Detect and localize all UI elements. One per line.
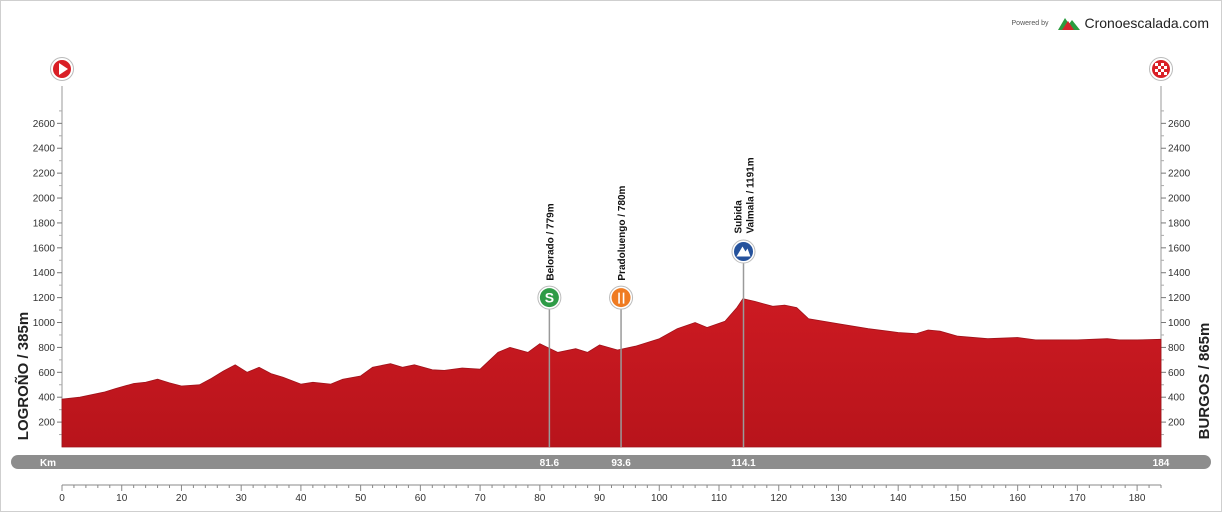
flag-square [1161,63,1164,66]
climb-label: Valmala / 1191m [745,157,756,233]
start-label: LOGROÑO / 385m [14,312,32,440]
mountain-glyph [736,246,751,257]
y-tick-label-left: 200 [38,418,55,429]
climb-label: Pradoluengo / 780m [617,185,628,280]
x-tick-label: 140 [890,493,907,504]
km-bar-end-label: 184 [1153,458,1170,469]
flag-square [1158,66,1161,69]
y-tick-label-right: 600 [1168,368,1185,379]
y-tick-label-left: 800 [38,343,55,354]
y-tick-label-right: 1200 [1168,293,1191,304]
y-tick-label-right: 2400 [1168,144,1191,155]
x-tick-label: 100 [651,493,668,504]
feed-zone-icon [611,288,631,308]
y-tick-label-left: 600 [38,368,55,379]
flag-square [1164,63,1167,66]
x-tick-label: 170 [1069,493,1086,504]
finish-icon-ring [1149,57,1173,81]
x-tick-label: 90 [594,493,606,504]
climb-label: Belorado / 779m [545,203,556,280]
y-tick-label-right: 400 [1168,393,1185,404]
y-tick-label-left: 400 [38,393,55,404]
play-icon [59,63,68,75]
y-tick-label-left: 1600 [33,243,56,254]
y-tick-label-right: 1000 [1168,318,1191,329]
km-bar [11,455,1211,469]
end-label: BURGOS / 865m [1196,323,1213,440]
flag-square [1161,69,1164,72]
y-tick-label-right: 1800 [1168,218,1191,229]
brand: Powered by Cronoescalada.com [1012,15,1209,31]
x-tick-label: 60 [415,493,427,504]
x-tick-label: 40 [295,493,307,504]
x-tick-label: 80 [534,493,546,504]
flag-square [1155,69,1158,72]
mountain-logo-icon [1058,18,1081,30]
flag-square [1155,66,1158,69]
y-tick-label-left: 1000 [33,318,56,329]
x-tick-label: 30 [236,493,248,504]
y-tick-label-right: 1600 [1168,243,1191,254]
sprint-icon [539,288,559,308]
flag-square [1155,63,1158,66]
y-tick-label-left: 1800 [33,218,56,229]
y-tick-label-right: 800 [1168,343,1185,354]
flag-square [1161,66,1164,69]
x-tick-label: 160 [1009,493,1026,504]
flag-square [1164,69,1167,72]
start-icon-ring [50,57,74,81]
km-bar-label: Km [40,458,56,469]
climb-label: Subida [733,200,744,234]
x-tick-label: 180 [1129,493,1146,504]
y-tick-label-right: 2600 [1168,119,1191,130]
x-tick-label: 70 [475,493,487,504]
y-tick-label-left: 2000 [33,194,56,205]
flag-square [1158,72,1161,75]
x-tick-label: 0 [59,493,65,504]
climb-km-label: 93.6 [611,458,631,469]
y-tick-label-left: 2200 [33,169,56,180]
y-tick-label-right: 2000 [1168,194,1191,205]
y-tick-label-left: 2400 [33,144,56,155]
x-tick-label: 150 [950,493,967,504]
y-tick-label-left: 1200 [33,293,56,304]
flag-square [1155,72,1158,75]
brand-name[interactable]: Cronoescalada.com [1084,15,1209,31]
checkered-flag-icon [1155,63,1167,75]
x-tick-label: 110 [711,493,727,504]
x-tick-label: 10 [116,493,128,504]
flag-square [1158,63,1161,66]
y-tick-label-right: 200 [1168,418,1185,429]
y-tick-label-left: 1400 [33,268,56,279]
climb-km-label: 114.1 [731,458,756,469]
y-tick-label-left: 2600 [33,119,56,130]
flag-square [1158,69,1161,72]
elevation-area [61,298,1162,448]
flag-square [1164,72,1167,75]
x-tick-label: 50 [355,493,367,504]
x-tick-label: 20 [176,493,188,504]
x-tick-label: 130 [830,493,847,504]
sprint-glyph: S [545,290,554,306]
flag-square [1164,66,1167,69]
climb-km-label: 81.6 [540,458,560,469]
x-tick-label: 120 [770,493,787,504]
y-tick-label-right: 1400 [1168,268,1191,279]
y-tick-label-right: 2200 [1168,169,1191,180]
flag-square [1161,72,1164,75]
powered-by-text: Powered by [1011,19,1049,27]
